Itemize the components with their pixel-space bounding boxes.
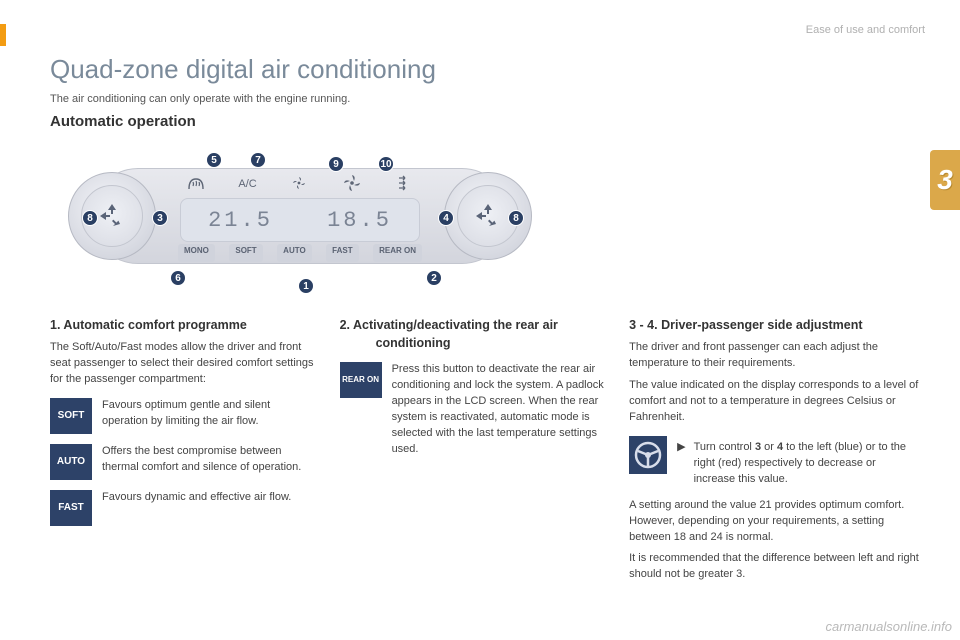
callout-10: 10: [378, 156, 394, 172]
bullet-mid: or: [761, 441, 777, 453]
auto-desc: Offers the best compromise between therm…: [102, 444, 316, 476]
mode-soft: SOFT Favours optimum gentle and silent o…: [50, 398, 316, 434]
defrost-icon: [188, 176, 204, 193]
air-dist-icon: [396, 175, 412, 194]
button-row: MONO SOFT AUTO FAST REAR ON: [178, 244, 422, 262]
bullet-text: Turn control 3 or 4 to the left (blue) o…: [694, 440, 920, 488]
fast-desc: Favours dynamic and effective air flow.: [102, 490, 291, 506]
left-intro: The Soft/Auto/Fast modes allow the drive…: [50, 340, 316, 388]
rear-on-desc: Press this button to deactivate the rear…: [392, 362, 606, 458]
ac-panel-diagram: A/C 21.5 18.5 MONO SOFT AUTO FAST REAR O…: [50, 140, 550, 300]
fan-small-icon: [291, 175, 307, 194]
dial-arrows-icon: [69, 173, 155, 259]
right-p4: It is recommended that the difference be…: [629, 551, 920, 583]
accent-bar: [0, 24, 6, 46]
btn-mono: MONO: [178, 244, 215, 262]
callout-1: 1: [298, 278, 314, 294]
mode-fast: FAST Favours dynamic and effective air f…: [50, 490, 316, 526]
lcd-left-temp: 21.5: [208, 208, 273, 233]
col-left: 1. Automatic comfort programme The Soft/…: [50, 316, 316, 589]
watermark: carmanualsonline.info: [826, 619, 952, 634]
callout-5: 5: [206, 152, 222, 168]
page-title: Quad-zone digital air conditioning: [50, 54, 920, 85]
bullet-arrow-icon: ▶: [677, 440, 685, 488]
dial-arrows-icon: [445, 173, 531, 259]
fan-large-icon: [342, 173, 362, 196]
lcd-right-temp: 18.5: [327, 208, 392, 233]
turn-control-text: ▶ Turn control 3 or 4 to the left (blue)…: [677, 436, 920, 488]
soft-badge: SOFT: [50, 398, 92, 434]
callout-6: 6: [170, 270, 186, 286]
callout-2: 2: [426, 270, 442, 286]
lcd-display: 21.5 18.5: [180, 198, 420, 242]
col-mid: 2. Activating/deactivating the rear air …: [340, 316, 606, 589]
right-heading: 3 - 4. Driver-passenger side adjustment: [629, 316, 920, 334]
auto-badge: AUTO: [50, 444, 92, 480]
rear-on-badge: REAR ON: [340, 362, 382, 398]
callout-9: 9: [328, 156, 344, 172]
right-p2: The value indicated on the display corre…: [629, 378, 920, 426]
right-dial: [444, 172, 532, 260]
btn-rearon: REAR ON: [373, 244, 422, 262]
steering-wheel-icon: [629, 436, 667, 474]
right-p1: The driver and front passenger can each …: [629, 340, 920, 372]
chapter-number: 3: [937, 164, 953, 196]
chapter-tab: 3: [930, 150, 960, 210]
fast-badge: FAST: [50, 490, 92, 526]
turn-control-item: ▶ Turn control 3 or 4 to the left (blue)…: [629, 436, 920, 488]
btn-soft: SOFT: [229, 244, 262, 262]
header-section-label: Ease of use and comfort: [806, 24, 925, 36]
section-heading: Automatic operation: [50, 113, 920, 130]
page-content: Quad-zone digital air conditioning The a…: [50, 54, 920, 589]
btn-auto: AUTO: [277, 244, 312, 262]
rear-on-item: REAR ON Press this button to deactivate …: [340, 362, 606, 458]
bullet-prefix: Turn control: [694, 441, 755, 453]
callout-7: 7: [250, 152, 266, 168]
btn-fast: FAST: [326, 244, 358, 262]
page-subtitle: The air conditioning can only operate wi…: [50, 93, 920, 105]
ac-label: A/C: [238, 178, 256, 190]
left-dial: [68, 172, 156, 260]
right-p3: A setting around the value 21 provides o…: [629, 498, 920, 546]
soft-desc: Favours optimum gentle and silent operat…: [102, 398, 316, 430]
col-right: 3 - 4. Driver-passenger side adjustment …: [629, 316, 920, 589]
left-heading: 1. Automatic comfort programme: [50, 316, 316, 334]
mode-auto: AUTO Offers the best compromise between …: [50, 444, 316, 480]
mid-heading: 2. Activating/deactivating the rear air …: [340, 316, 606, 352]
columns: 1. Automatic comfort programme The Soft/…: [50, 316, 920, 589]
top-icon-row: A/C: [188, 174, 412, 194]
